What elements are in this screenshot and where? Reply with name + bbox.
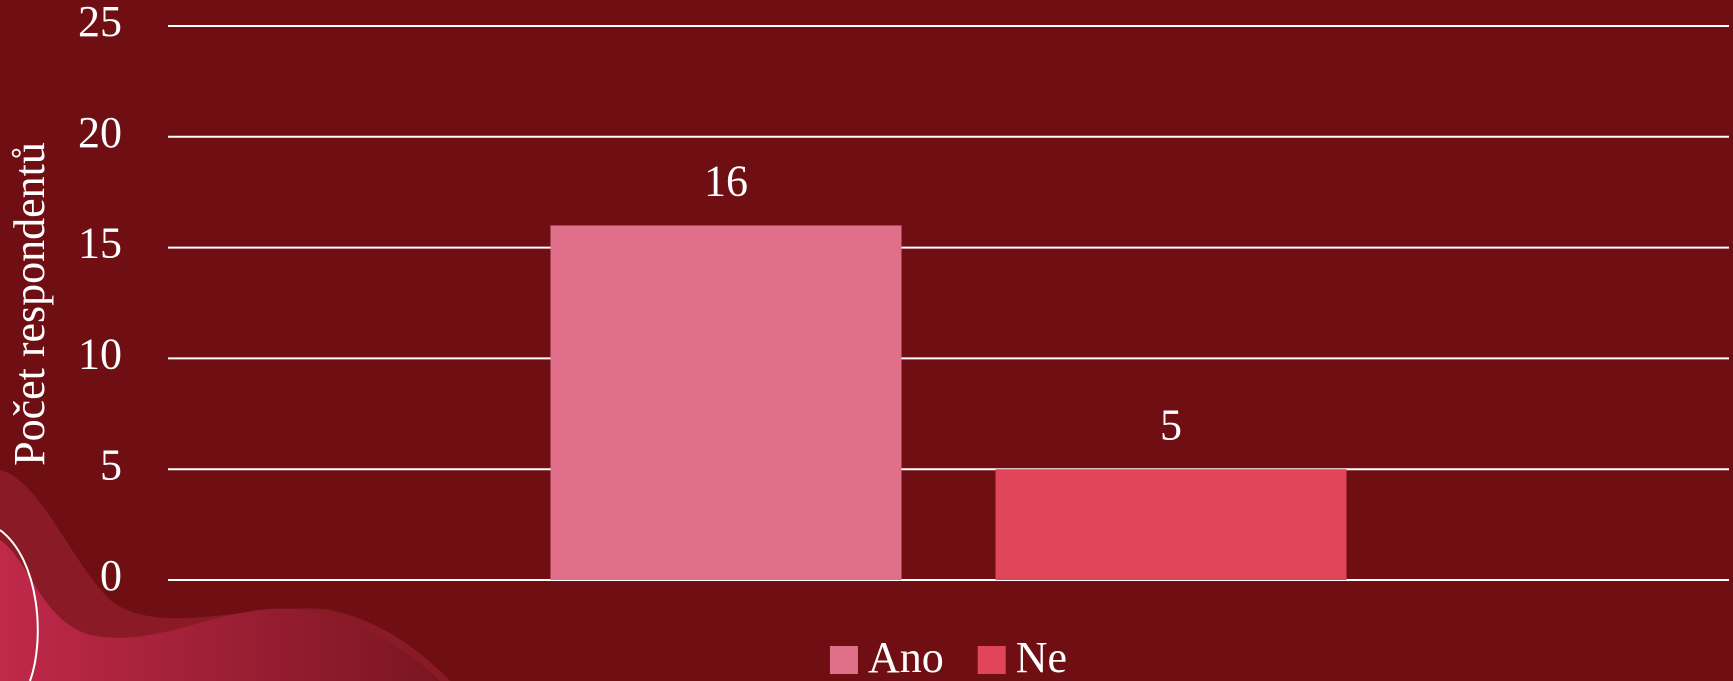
legend-swatch xyxy=(977,646,1006,674)
y-tick-label: 25 xyxy=(78,0,122,46)
data-label: 16 xyxy=(704,157,748,206)
y-tick-label: 20 xyxy=(78,108,122,157)
bar xyxy=(550,225,902,580)
y-tick-label: 10 xyxy=(78,329,122,378)
legend-label: Ne xyxy=(1016,633,1067,681)
y-tick-label: 5 xyxy=(100,440,122,489)
legend-label: Ano xyxy=(868,633,944,681)
y-axis-label: Počet respondentů xyxy=(5,142,54,466)
bar xyxy=(995,469,1347,580)
y-tick-label: 0 xyxy=(100,551,122,600)
data-label: 5 xyxy=(1160,400,1182,449)
decor-line xyxy=(0,529,39,681)
y-tick-label: 15 xyxy=(78,219,122,268)
decor-wave xyxy=(0,540,440,681)
legend-swatch xyxy=(829,646,858,674)
